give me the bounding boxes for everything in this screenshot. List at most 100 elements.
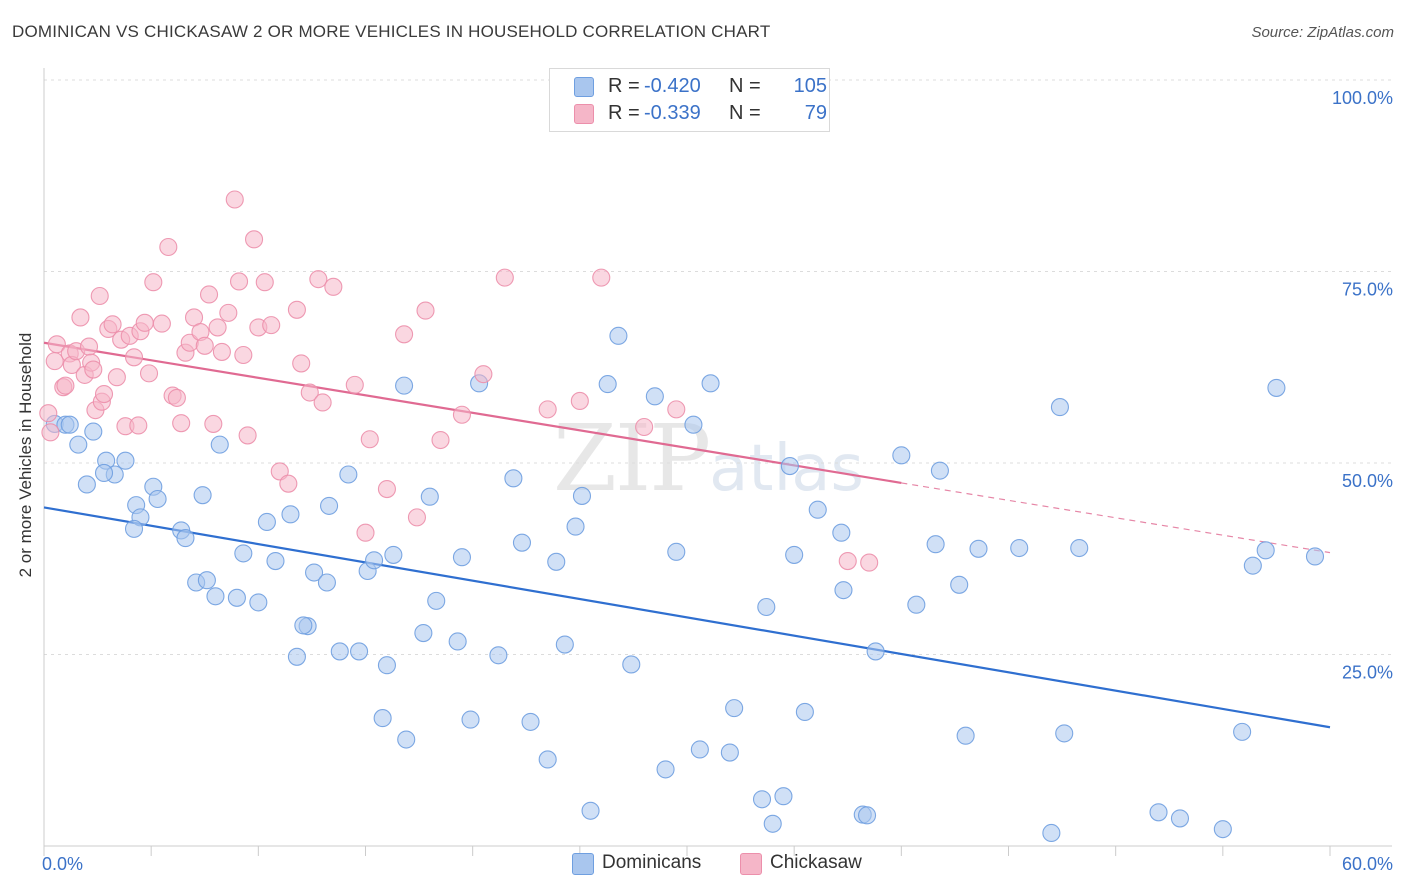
point-chickasaw [79,337,99,356]
bottom-legend-label-chickasaw: Chickasaw [770,852,862,873]
point-dominicans [609,326,628,345]
point-dominicans [1256,541,1275,560]
chart-title: DOMINICAN VS CHICKASAW 2 OR MORE VEHICLE… [12,22,771,41]
point-dominicans [1055,724,1074,743]
point-chickasaw [90,286,109,306]
point-chickasaw [103,315,122,334]
point-dominicans [266,551,285,571]
point-chickasaw [495,268,514,287]
legend-n-value: 79 [804,102,827,124]
point-chickasaw [152,314,171,333]
point-chickasaw [41,423,60,442]
y-tick-label: 50.0% [1342,471,1393,491]
point-chickasaw [47,335,66,354]
point-dominicans [206,587,225,606]
grid-lines [44,79,1392,655]
point-dominicans [645,387,664,406]
point-dominicans [320,496,339,515]
point-chickasaw [45,352,64,371]
point-dominicans [720,743,739,762]
legend-swatch-chickasaw [574,104,594,124]
source-label: Source: ZipAtlas.com [1251,24,1394,41]
point-dominicans [60,415,79,434]
point-dominicans [1149,803,1168,822]
point-dominicans [538,750,557,769]
point-dominicans [124,519,144,538]
point-dominicans [780,457,799,476]
point-dominicans [176,529,195,548]
point-dominicans [287,647,306,666]
point-dominicans [555,635,574,654]
point-dominicans [581,801,600,820]
point-chickasaw [377,479,396,499]
point-dominicans [148,489,167,509]
point-dominicans [656,760,675,779]
point-chickasaw [39,404,58,423]
point-dominicans [684,415,703,434]
point-chickasaw [309,270,328,289]
point-chickasaw [172,414,191,433]
point-dominicans [227,588,246,607]
point-chickasaw [135,313,154,332]
point-dominicans [752,790,772,809]
point-dominicans [397,730,416,749]
point-dominicans [94,463,114,483]
point-dominicans [950,575,969,594]
point-dominicans [249,593,268,612]
point-chickasaw [199,285,219,304]
point-dominicans [930,461,949,480]
point-dominicans [414,624,433,643]
x-tick-label-min: 0.0% [42,854,83,874]
legend-r-label: R = [608,75,640,97]
point-dominicans [504,469,523,488]
point-dominicans [969,539,988,558]
point-chickasaw [395,325,414,344]
point-chickasaw [139,364,159,383]
point-dominicans [808,500,827,519]
point-dominicans [547,552,566,571]
point-dominicans [281,505,300,524]
point-dominicans [69,435,88,454]
legend-n-label: N = [729,102,761,124]
point-dominicans [1305,547,1325,566]
point-chickasaw [300,383,319,402]
point-chickasaw [144,273,163,292]
y-tick-label: 100.0% [1332,88,1393,108]
point-chickasaw [287,300,306,319]
point-dominicans [116,451,135,470]
point-dominicans [350,642,369,661]
point-chickasaw [667,400,686,419]
point-chickasaw [208,318,227,337]
point-dominicans [857,806,877,825]
point-dominicans [690,740,709,759]
point-dominicans [1233,722,1252,741]
point-dominicans [448,632,467,651]
point-dominicans [1010,538,1029,558]
point-dominicans [667,542,686,561]
point-dominicans [763,814,782,833]
point-dominicans [210,435,229,454]
point-chickasaw [71,308,90,327]
bottom-legend-label-dominicans: Dominicans [602,852,702,873]
point-chickasaw [292,354,311,373]
legend-r-label: R = [608,102,640,124]
point-dominicans [420,487,439,506]
point-dominicans [373,709,392,728]
point-dominicans [193,486,212,505]
point-chickasaw [860,553,879,572]
point-dominicans [566,517,585,536]
point-dominicans [1042,823,1061,843]
legend-swatch-dominicans [574,77,594,97]
point-chickasaw [94,385,114,404]
point-dominicans [866,642,885,661]
point-chickasaw [255,273,274,292]
point-dominicans [1267,378,1286,397]
point-dominicans [365,551,384,570]
point-dominicans [1243,556,1262,575]
axes [43,68,1392,856]
point-chickasaw [345,375,364,394]
point-dominicans [197,571,216,590]
point-chickasaw [56,376,75,395]
point-dominicans [384,545,403,564]
point-chickasaw [570,391,589,411]
